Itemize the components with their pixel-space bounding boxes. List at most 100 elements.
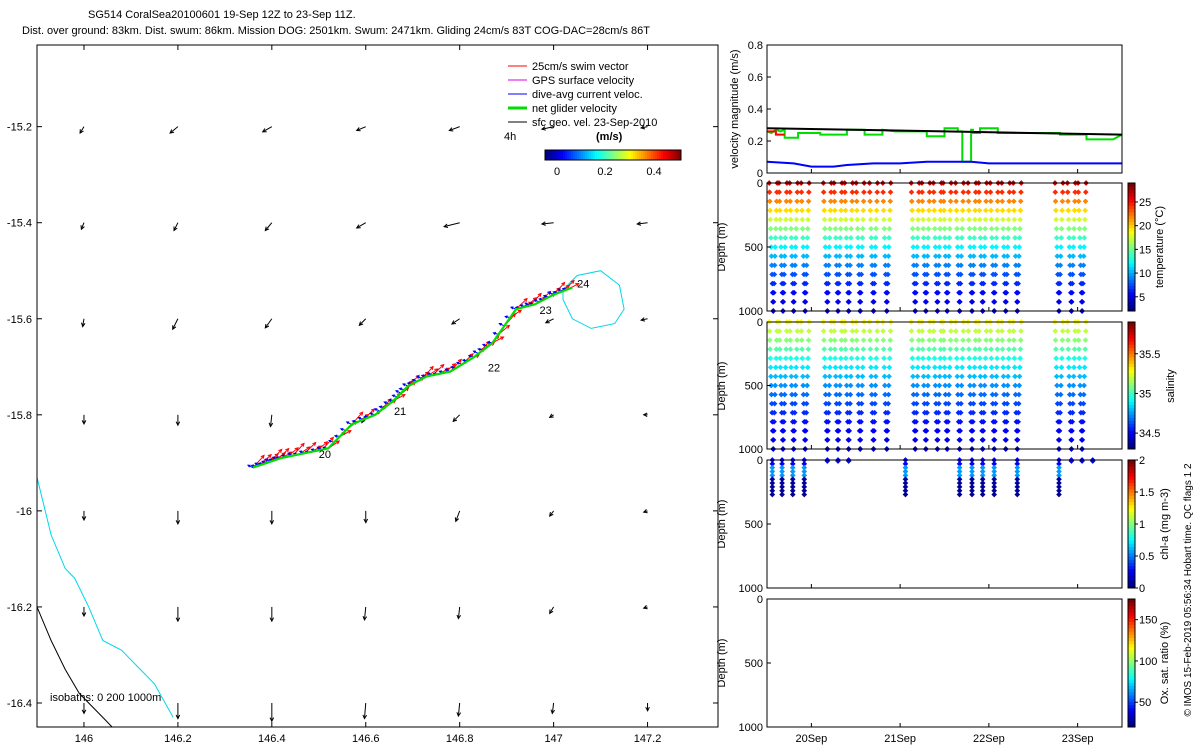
profile-sample	[857, 299, 864, 305]
profile-sample	[855, 391, 862, 398]
colorbar-cell	[565, 150, 568, 160]
profile-sample	[1006, 337, 1012, 343]
profile-sample	[957, 289, 963, 296]
profile-sample	[887, 189, 894, 195]
profile-sample	[792, 400, 798, 407]
profile-sample	[1082, 328, 1089, 334]
profile-sample	[769, 480, 776, 486]
profile-sample	[982, 364, 989, 371]
profile-sample	[847, 391, 854, 398]
profile-sample	[1077, 244, 1083, 250]
profile-sample	[966, 235, 973, 241]
panel-colorbar-cell	[1128, 334, 1135, 339]
panel-colorbar-cell	[1128, 562, 1135, 567]
temperature-ylabel: Depth (m)	[716, 223, 728, 272]
profile-sample	[921, 391, 927, 398]
profile-sample	[1076, 235, 1083, 241]
panel-colorbar-cell	[1128, 227, 1135, 232]
profile-sample	[855, 373, 861, 380]
colorbar-cell	[571, 150, 574, 160]
profile-sample	[967, 391, 974, 398]
profile-sample	[801, 480, 808, 486]
profile-sample	[867, 355, 874, 362]
geo-velocity-arrow	[443, 222, 460, 228]
profile-sample	[842, 216, 849, 223]
profile-sample	[1054, 400, 1061, 407]
profile-sample	[993, 225, 1000, 232]
profile-sample	[923, 418, 930, 425]
geo-velocity-arrow	[269, 510, 275, 526]
panel-colorbar-cell	[1128, 234, 1135, 238]
profile-sample	[967, 262, 974, 269]
profile-sample	[1005, 216, 1012, 223]
profile-sample	[979, 487, 986, 494]
profile-sample	[1015, 409, 1022, 416]
profile-sample	[941, 355, 948, 362]
profile-sample	[860, 216, 866, 223]
profile-sample	[916, 189, 922, 195]
profile-sample	[957, 280, 964, 287]
panel-colorbar-cell	[1128, 472, 1135, 477]
profile-sample	[983, 189, 990, 195]
profile-sample	[769, 464, 776, 471]
profile-sample	[1056, 289, 1063, 296]
profile-sample	[886, 364, 893, 371]
profile-sample	[847, 262, 853, 269]
profile-sample	[1000, 244, 1007, 250]
profile-sample	[935, 409, 942, 416]
profile-sample	[936, 382, 943, 389]
profile-sample	[866, 328, 873, 334]
colorbar-cell	[653, 150, 656, 160]
profile-sample	[1000, 355, 1006, 362]
profile-sample	[788, 373, 795, 380]
profile-sample	[981, 382, 988, 389]
profile-sample	[980, 428, 987, 434]
profile-sample	[945, 262, 952, 269]
profile-sample	[868, 225, 874, 232]
profile-sample	[772, 364, 779, 371]
profile-sample	[989, 235, 995, 241]
map-colorbar-strip	[545, 150, 682, 160]
profile-sample	[971, 373, 978, 380]
profile-sample	[965, 328, 972, 334]
panel-colorbar-cell	[1128, 666, 1135, 670]
profile-sample	[802, 289, 809, 296]
profile-sample	[1075, 198, 1082, 205]
panel-colorbar-cell	[1128, 256, 1135, 261]
profile-sample	[970, 262, 977, 269]
profile-sample	[959, 373, 965, 380]
profile-sample	[1010, 328, 1017, 334]
profile-sample	[837, 364, 844, 371]
profile-sample	[849, 337, 855, 343]
profile-sample	[914, 382, 921, 389]
profile-sample	[995, 328, 1001, 334]
panel-colorbar-cell	[1128, 704, 1135, 709]
profile-sample	[936, 235, 943, 241]
profile-sample	[783, 346, 789, 353]
panel-colorbar-cell	[1128, 379, 1135, 383]
profile-sample	[768, 244, 775, 250]
profile-sample	[1000, 364, 1006, 371]
colorbar-cell	[619, 150, 622, 160]
panel-colorbar-cell	[1128, 288, 1135, 293]
time-xtick-label: 21Sep	[884, 733, 916, 745]
profile-sample	[848, 346, 855, 353]
panel-colorbar-cell	[1128, 369, 1135, 374]
profile-sample	[859, 364, 866, 371]
profile-sample	[934, 437, 941, 443]
profile-sample	[870, 437, 877, 443]
profile-sample	[1014, 476, 1021, 483]
panel-colorbar-cell	[1128, 331, 1135, 336]
panel-colorbar-cell	[1128, 546, 1135, 551]
panel-colorbar-cell	[1128, 469, 1135, 474]
profile-sample	[1081, 382, 1087, 389]
profile-sample	[931, 198, 937, 205]
profile-sample	[991, 472, 998, 479]
profile-sample	[933, 262, 939, 269]
panel-colorbar-cell	[1128, 656, 1135, 661]
profile-sample	[1003, 437, 1009, 443]
profile-sample	[947, 216, 953, 223]
profile-sample	[836, 391, 843, 398]
profile-sample	[910, 262, 917, 269]
profile-sample	[957, 299, 963, 305]
